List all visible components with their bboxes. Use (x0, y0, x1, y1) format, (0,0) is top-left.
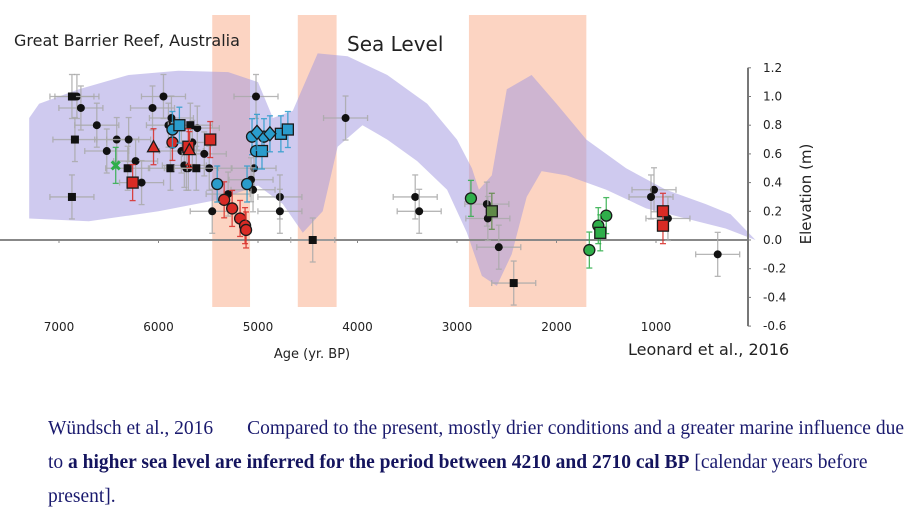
sea-level-chart: 7000 6000 5000 4000 3000 2000 1000 1.2 1.0 0.8 0.… (0, 15, 815, 362)
data-point (239, 223, 253, 237)
y-tick-label: 0.8 (763, 118, 782, 132)
x-ticks: 7000 6000 5000 4000 3000 2000 1000 (44, 240, 672, 334)
data-point (67, 192, 76, 201)
data-point (647, 192, 656, 201)
data-point (255, 144, 269, 158)
sea-level-envelope (29, 53, 756, 286)
data-point (485, 205, 498, 218)
data-point (263, 125, 277, 142)
data-point (102, 147, 111, 156)
data-point (70, 135, 79, 144)
data-point (600, 209, 613, 222)
x-tick-label: 7000 (44, 320, 75, 334)
data-point (192, 164, 201, 173)
caption-note: [calendar years before present]. (48, 452, 868, 507)
data-point (308, 236, 317, 244)
data-point (415, 207, 424, 216)
data-point (166, 164, 175, 173)
data-point (146, 139, 161, 153)
data-point (186, 121, 195, 130)
x-tick-label: 3000 (442, 320, 473, 334)
y-tick-label: -0.6 (763, 319, 786, 333)
y-tick-label: 1.0 (763, 90, 782, 104)
green-circles (464, 179, 613, 269)
data-point (131, 157, 140, 166)
region-label: Great Barrier Reef, Australia (14, 31, 240, 50)
data-point (594, 226, 607, 239)
y-tick-label: 1.2 (763, 61, 782, 75)
green-squares (594, 214, 607, 252)
data-point (137, 178, 146, 187)
data-point (200, 149, 209, 158)
data-point (656, 219, 670, 232)
data-point (583, 243, 596, 257)
data-points (49, 73, 741, 306)
data-point (281, 123, 295, 136)
blue-diamonds (250, 113, 277, 153)
caption-text: Compared to the present, mostly drier co… (48, 418, 904, 473)
data-point (126, 176, 139, 189)
data-point (494, 243, 503, 252)
data-point (173, 119, 186, 132)
data-point (252, 92, 261, 101)
data-point (341, 114, 350, 123)
caption-citation: Wündsch et al., 2016 (48, 418, 214, 439)
x-tick-label: 6000 (143, 320, 174, 334)
data-point (211, 177, 224, 191)
data-point (411, 192, 420, 201)
y-tick-label: -0.4 (763, 290, 786, 304)
data-point (713, 250, 722, 259)
y-tick-label: 0.6 (763, 147, 782, 161)
y-axis-label: Elevation (m) (797, 144, 815, 245)
data-point (208, 207, 217, 216)
y-tick-label: -0.2 (763, 262, 786, 276)
source-label: Leonard et al., 2016 (628, 340, 789, 359)
y-axis: 1.2 1.0 0.8 0.6 0.4 0.2 0.0 -0.2 -0.4 -0.6 (747, 61, 786, 333)
y-tick-label: 0.0 (763, 233, 782, 247)
green-cross (110, 146, 121, 185)
caption-highlight: a higher sea level are inferred for the … (68, 452, 690, 473)
caption: Wündsch et al., 2016 Compared to the pres… (48, 412, 908, 514)
data-point (464, 192, 478, 205)
red-circles (166, 123, 253, 249)
data-point (240, 177, 254, 191)
data-point (193, 124, 202, 133)
red-triangles (146, 128, 197, 169)
x-axis-label: Age (yr. BP) (274, 347, 350, 362)
x-tick-label: 4000 (342, 320, 373, 334)
data-point (76, 103, 85, 112)
x-tick-label: 2000 (541, 320, 572, 334)
data-point (650, 185, 659, 194)
data-point (110, 160, 121, 171)
blue-squares (173, 106, 295, 170)
x-tick-label: 5000 (243, 320, 274, 334)
y-tick-label: 0.4 (763, 176, 782, 190)
data-point (275, 207, 284, 216)
data-point (225, 202, 239, 215)
data-point (182, 142, 197, 156)
data-point (218, 193, 231, 206)
olive-squares (485, 192, 498, 230)
data-point (67, 92, 76, 101)
data-point (250, 124, 264, 141)
y-tick-label: 0.2 (763, 204, 782, 218)
data-point (92, 121, 101, 130)
chart-title: Sea Level (347, 32, 443, 56)
data-point (204, 133, 217, 146)
data-point (509, 279, 518, 288)
data-point (124, 135, 133, 144)
x-tick-label: 1000 (641, 320, 672, 334)
data-point (159, 92, 168, 101)
envelope-area (29, 53, 756, 286)
data-point (148, 103, 157, 112)
data-point (123, 164, 132, 173)
